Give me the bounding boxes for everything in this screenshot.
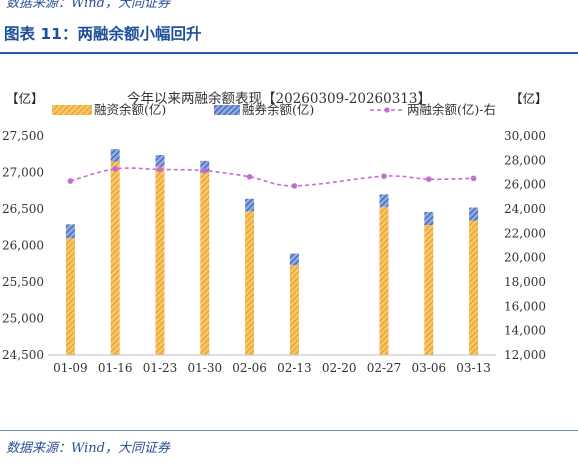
bar-financing [110,161,120,355]
x-tick-label: 01-09 [53,361,88,375]
bar-financing [245,211,255,355]
legend-item-financing: 融资余额(亿) [52,102,166,117]
title-rule [0,52,578,54]
x-tick-label: 02-13 [277,361,312,375]
x-tick-label: 01-23 [143,361,178,375]
total-balance-point [246,173,253,180]
right-tick-label: 26,000 [504,178,546,192]
total-balance-point [202,167,208,174]
x-tick-label: 03-06 [412,361,447,375]
bar-financing [424,225,434,355]
legend-swatch-financing [52,105,92,115]
bar-financing [469,220,479,355]
bars [65,149,479,355]
x-tick-label: 01-30 [188,361,223,375]
legend-label-securities-lending: 融券余额(亿) [242,102,314,117]
total-balance-point [291,183,298,189]
x-tick-label: 02-20 [322,361,357,375]
legend-item-total: 两融余额(亿)-右 [370,102,496,117]
x-tick-label: 01-16 [98,361,133,375]
bar-securities-lending [245,198,255,212]
right-tick-label: 22,000 [504,226,546,240]
right-axis-unit: 【亿】 [510,91,548,106]
x-tick-label: 03-13 [456,361,491,375]
right-tick-label: 18,000 [504,275,546,289]
right-tick-label: 12,000 [504,348,546,362]
bar-financing [65,238,75,355]
bar-financing [289,265,299,355]
total-balance-line [67,166,477,189]
right-tick-label: 30,000 [504,129,546,143]
bar-financing [200,172,210,355]
right-tick-label: 16,000 [504,299,546,313]
x-tick-label: 02-27 [367,361,402,375]
figure-title: 图表 11：两融余额小幅回升 [4,25,202,43]
legend-swatch-securities-lending [214,105,240,115]
total-balance-point [381,173,387,179]
total-balance-point [426,176,432,182]
bar-securities-lending [200,160,210,173]
left-axis-unit: 【亿】 [6,91,44,106]
bar-financing [379,206,389,355]
bar-securities-lending [469,207,479,221]
bar-securities-lending [65,224,75,239]
total-balance-line-path [70,167,474,187]
bar-securities-lending [424,211,434,226]
legend-label-financing: 融资余额(亿) [94,102,166,117]
left-axis: 24,500 25,000 25,500 26,000 26,500 27,000 27,5… [2,129,44,362]
right-tick-label: 28,000 [504,153,546,167]
right-axis: 12,000 14,000 16,000 18,000 20,000 22,000 24,0… [504,129,546,362]
right-tick-label: 24,000 [504,202,546,216]
left-tick-label: 26,500 [2,202,44,216]
bar-securities-lending [155,154,165,167]
margin-balance-chart: 今年以来两融余额表现【20260309-20260313】 【亿】 【亿】 融资… [2,90,548,375]
x-axis: 01-09 01-16 01-23 01-30 02-06 02-13 02-20 02-27… [53,361,491,375]
left-tick-label: 24,500 [2,348,44,362]
legend-label-total: 两融余额(亿)-右 [407,102,496,117]
total-balance-point [470,175,477,182]
legend-item-securities-lending: 融券余额(亿) [214,102,314,117]
bar-securities-lending [289,253,299,266]
left-tick-label: 26,000 [2,239,44,253]
bottom-source-note: 数据来源：Wind，大同证券 [6,441,170,456]
chart-title: 今年以来两融余额表现【20260309-20260313】 [127,90,431,107]
bar-securities-lending [379,194,389,207]
left-tick-label: 27,000 [2,166,44,180]
footer-rule [0,430,578,431]
total-balance-point [67,178,74,184]
legend-marker-total [384,107,390,113]
total-balance-point [157,166,163,173]
left-tick-label: 25,000 [2,312,44,326]
left-tick-label: 27,500 [2,129,44,143]
total-balance-point [112,166,118,172]
top-source-note: 数据来源：Wind，大同证券 [6,0,170,11]
right-tick-label: 14,000 [504,324,546,338]
x-tick-label: 02-06 [232,361,267,375]
left-tick-label: 25,500 [2,275,44,289]
right-tick-label: 20,000 [504,251,546,265]
bar-financing [155,166,165,355]
legend: 融资余额(亿) 融券余额(亿) 两融余额(亿)-右 [52,102,496,117]
bar-securities-lending [110,149,120,162]
